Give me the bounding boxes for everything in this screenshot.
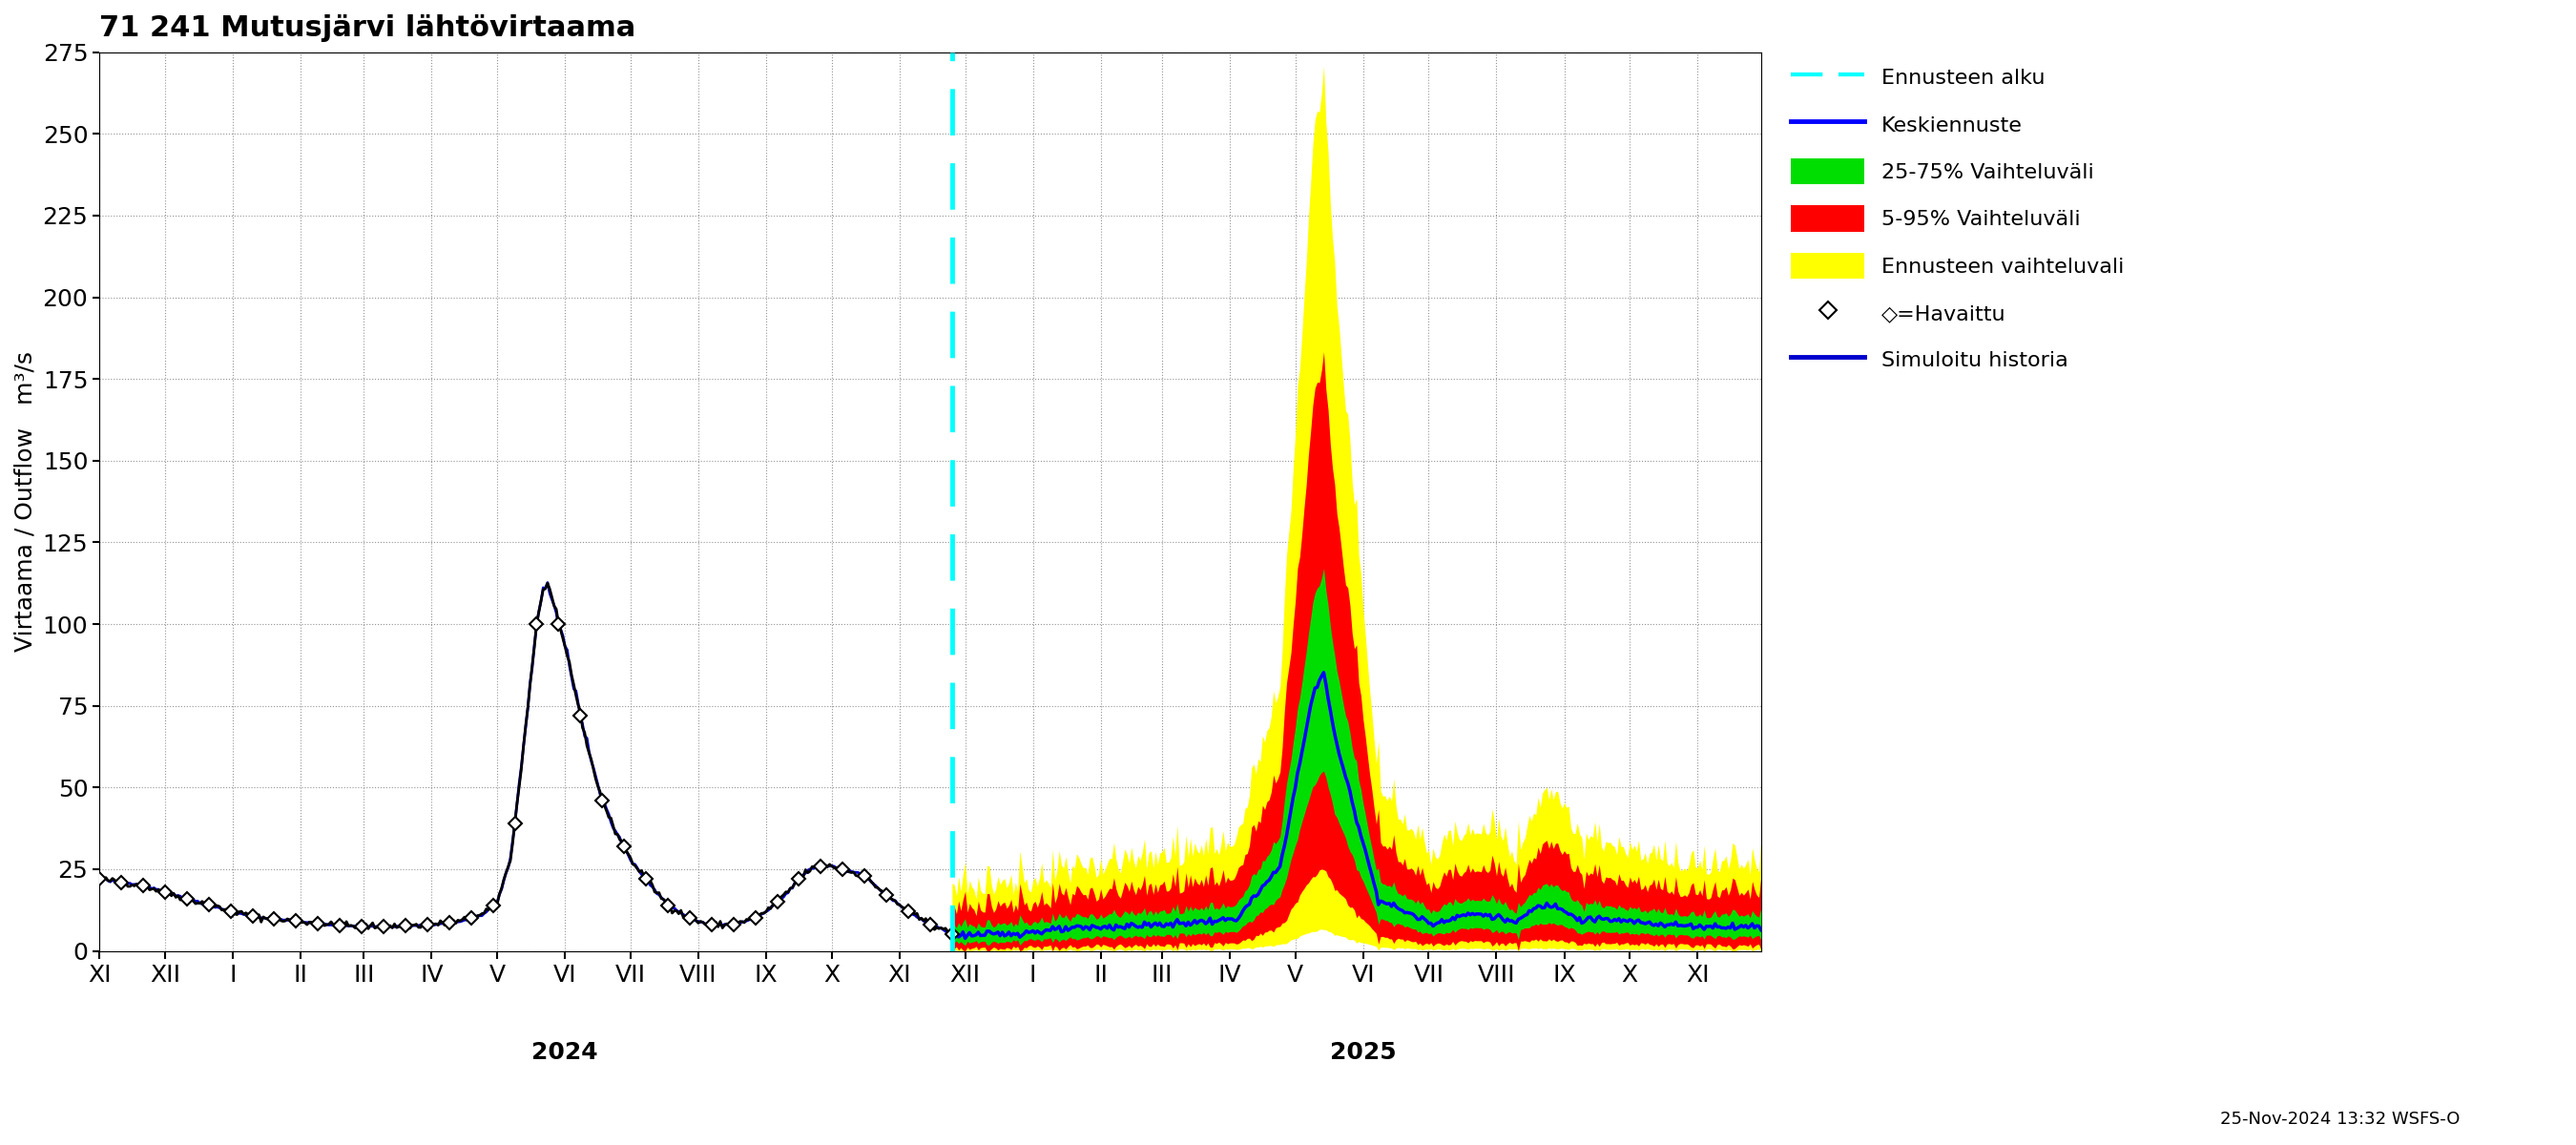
Text: 71 241 Mutusjärvi lähtövirtaama: 71 241 Mutusjärvi lähtövirtaama bbox=[100, 14, 636, 42]
Y-axis label: Virtaama / Outflow   m³/s: Virtaama / Outflow m³/s bbox=[15, 352, 36, 652]
Text: 2024: 2024 bbox=[531, 1041, 598, 1064]
Text: 25-Nov-2024 13:32 WSFS-O: 25-Nov-2024 13:32 WSFS-O bbox=[2221, 1111, 2460, 1128]
Legend: Ennusteen alku, Keskiennuste, 25-75% Vaihteluväli, 5-95% Vaihteluväli, Ennusteen: Ennusteen alku, Keskiennuste, 25-75% Vai… bbox=[1780, 54, 2136, 384]
Text: 2025: 2025 bbox=[1329, 1041, 1396, 1064]
